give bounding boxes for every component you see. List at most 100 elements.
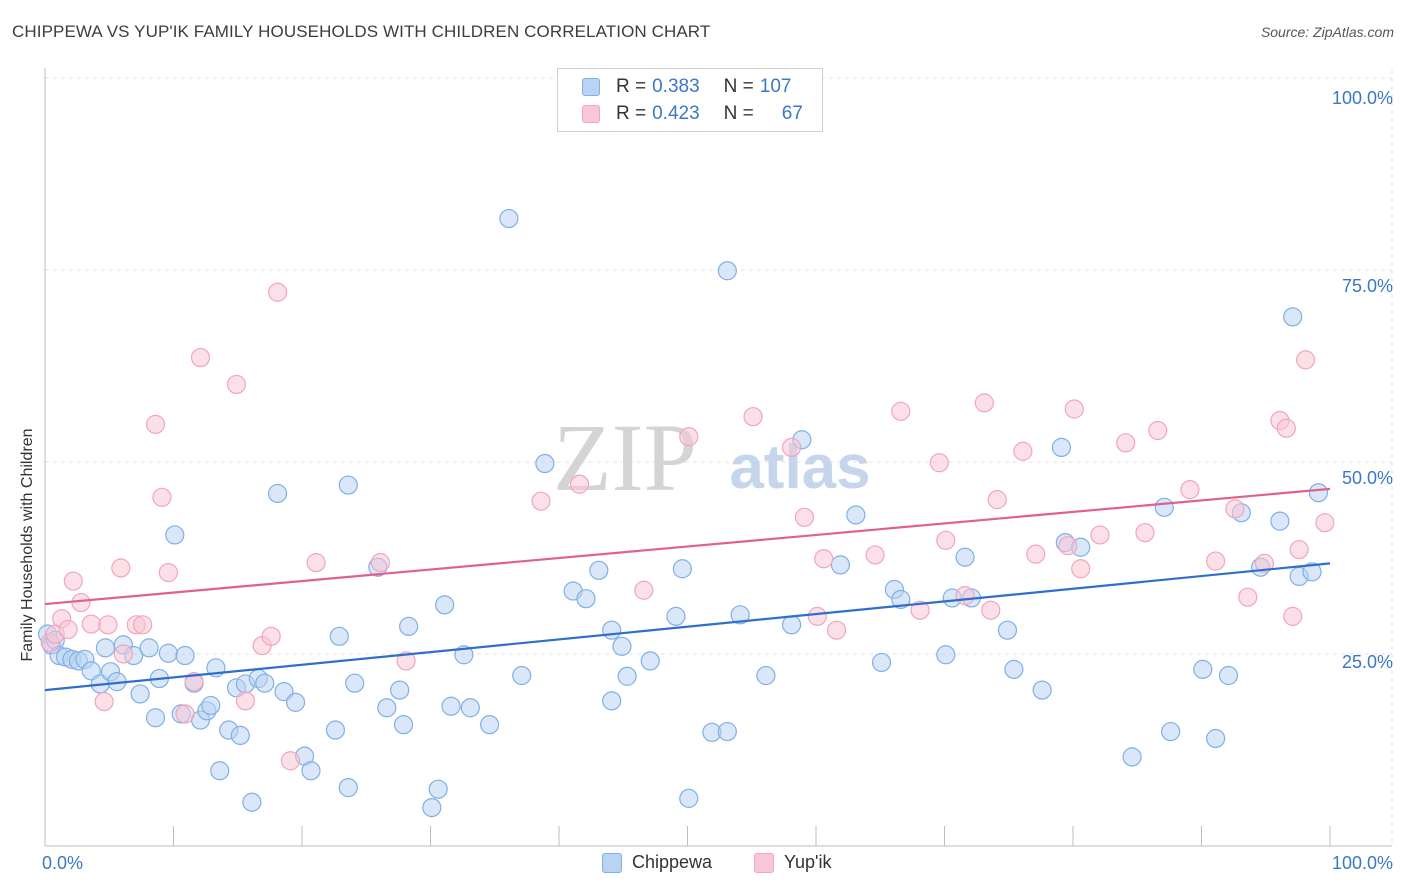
yupik-point — [936, 530, 956, 550]
chippewa-point — [175, 645, 195, 666]
yupik-point — [1026, 544, 1046, 564]
yupik-point — [974, 393, 994, 413]
chippewa-point — [756, 665, 776, 686]
chippewa-point — [393, 715, 414, 735]
yupik-point — [1058, 536, 1078, 556]
yupik-point — [1289, 539, 1309, 560]
chippewa-point — [301, 761, 321, 781]
chart-title: CHIPPEWA VS YUP'IK FAMILY HOUSEHOLDS WIT… — [12, 22, 711, 41]
correlation-legend: R = 0.383 N = 107 R = 0.423 N = 67 — [557, 68, 823, 132]
chippewa-point — [1308, 483, 1329, 503]
yupik-point — [1238, 587, 1258, 607]
yupik-point — [891, 401, 911, 421]
yupik-point — [133, 615, 153, 635]
yupik-point — [679, 427, 699, 447]
series-name: Chippewa — [632, 852, 713, 872]
yupik-point — [226, 374, 247, 395]
yupik-point — [306, 553, 326, 573]
yupik-point — [280, 751, 301, 771]
chippewa-point — [1193, 659, 1213, 679]
chippewa-point — [1283, 307, 1303, 327]
r-value: 0.423 — [652, 103, 700, 124]
chippewa-point — [717, 721, 737, 742]
chippewa-point — [158, 643, 178, 663]
chippewa-point — [480, 715, 500, 735]
watermark: ZIP atlas — [553, 404, 871, 511]
chippewa-point — [345, 673, 365, 693]
chippewa-point — [165, 525, 185, 545]
chippewa-point — [666, 606, 686, 626]
n-label: N = — [723, 103, 754, 124]
chippewa-point — [512, 665, 532, 686]
chippewa-point — [428, 779, 448, 799]
chippewa-point — [679, 788, 699, 808]
yupik-point — [1148, 420, 1168, 441]
yupik-point — [634, 580, 654, 600]
yupik-point — [261, 626, 281, 646]
chippewa-point — [730, 605, 750, 625]
chippewa-point — [81, 661, 101, 681]
chippewa-point — [602, 620, 622, 640]
n-label: N = — [723, 76, 754, 97]
yupik-point — [1276, 418, 1296, 438]
yupik-point — [981, 600, 1001, 620]
legend-row-yupik: R = 0.423 N = 67 — [582, 103, 803, 125]
chippewa-point — [435, 595, 455, 615]
yupik-point — [94, 692, 114, 712]
chippewa-point — [325, 720, 346, 740]
series-legend-chippewa: Chippewa — [602, 852, 712, 873]
chippewa-point — [329, 626, 349, 646]
chippewa-point — [1032, 680, 1052, 700]
yupik-point — [1206, 551, 1226, 571]
chippewa-point — [781, 615, 802, 635]
yupik-point — [781, 437, 802, 458]
chippewa-point — [955, 547, 975, 567]
yupik-point — [1071, 559, 1091, 579]
r-label: R = — [616, 76, 647, 97]
chippewa-point — [576, 589, 596, 609]
chippewa-point — [1270, 511, 1290, 531]
watermark-zip: ZIP — [553, 404, 697, 511]
yupik-point — [814, 549, 834, 569]
chippewa-point — [230, 725, 250, 746]
chippewa-point — [1004, 659, 1024, 679]
yupik-point — [826, 620, 847, 640]
yupik-point — [235, 691, 256, 711]
yupik-point — [1315, 513, 1335, 533]
chippewa-point — [1218, 665, 1239, 686]
yupik-point — [71, 592, 91, 613]
yupik-point — [1090, 525, 1110, 545]
yupik-point — [1135, 523, 1155, 543]
chippewa-point — [589, 560, 609, 580]
chippewa-point — [390, 680, 410, 700]
n-value: 107 — [759, 76, 792, 97]
chippewa-point — [130, 684, 150, 704]
chippewa-point — [255, 673, 275, 693]
yupik-point — [1225, 499, 1245, 519]
chippewa-point — [846, 505, 866, 525]
yupik-point — [145, 414, 166, 434]
chippewa-point — [338, 475, 358, 495]
yupik-point — [1116, 433, 1136, 453]
r-value: 0.383 — [652, 76, 700, 97]
yupik-point — [1013, 441, 1033, 461]
yupik-point — [807, 606, 827, 626]
chippewa-point — [1154, 497, 1174, 517]
chippewa-point — [285, 692, 306, 712]
yupik-point — [1180, 480, 1200, 500]
chippewa-point — [617, 666, 637, 686]
y-tick-label: 25.0% — [1342, 652, 1393, 672]
chippewa-point — [242, 792, 262, 812]
yupik-point — [929, 453, 949, 473]
yupik-swatch — [754, 852, 774, 873]
chippewa-point — [267, 483, 288, 504]
chippewa-point — [717, 261, 737, 281]
chippewa-point — [201, 695, 221, 716]
yupik-point — [152, 487, 172, 507]
chippewa-swatch — [582, 78, 600, 96]
chippewa-point — [535, 453, 555, 474]
chippewa-point — [210, 761, 230, 781]
yupik-point — [63, 571, 83, 591]
chippewa-point — [830, 555, 851, 575]
y-tick-label: 75.0% — [1342, 276, 1393, 296]
